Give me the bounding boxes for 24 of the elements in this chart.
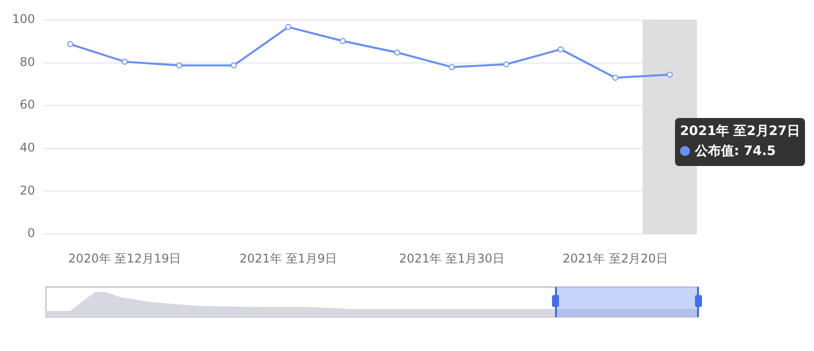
y-tick-label: 60 — [20, 98, 35, 112]
y-tick-label: 100 — [12, 12, 35, 26]
x-tick-label: 2021年 至1月9日 — [239, 251, 338, 266]
y-tick-label: 0 — [27, 226, 35, 240]
x-tick-label: 2021年 至1月30日 — [399, 251, 504, 266]
point — [612, 74, 618, 81]
y-tick-label: 80 — [20, 54, 35, 69]
point — [340, 38, 346, 44]
annotation: 公布值: 74.5 — [695, 144, 776, 159]
point — [230, 62, 237, 68]
x-tick-label: 2020年 至12月19日 — [68, 251, 182, 266]
point — [666, 72, 673, 78]
y-tick-label: 40 — [20, 140, 35, 155]
point — [67, 41, 74, 48]
point — [285, 24, 292, 30]
point — [558, 46, 564, 52]
point — [122, 58, 128, 65]
y-tick-label: 20 — [20, 183, 35, 198]
annotation: 2021年 至2月27日 — [680, 124, 800, 139]
point — [394, 50, 400, 56]
x-tick-label: 2021年 至2月20日 — [562, 251, 668, 266]
point — [448, 64, 455, 70]
point — [176, 62, 182, 68]
point — [503, 61, 510, 68]
